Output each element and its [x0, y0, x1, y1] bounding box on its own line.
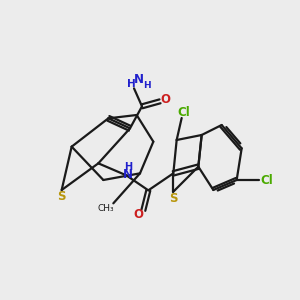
Text: Cl: Cl	[177, 106, 190, 119]
Text: O: O	[160, 93, 170, 106]
Text: Cl: Cl	[260, 173, 273, 187]
Text: H: H	[127, 79, 135, 89]
Text: O: O	[133, 208, 143, 221]
Text: N: N	[134, 73, 144, 86]
Text: H: H	[124, 162, 132, 172]
Text: S: S	[169, 192, 178, 205]
Text: S: S	[57, 190, 66, 203]
Text: CH₃: CH₃	[97, 204, 114, 213]
Text: N: N	[123, 168, 133, 181]
Text: H: H	[143, 81, 151, 90]
